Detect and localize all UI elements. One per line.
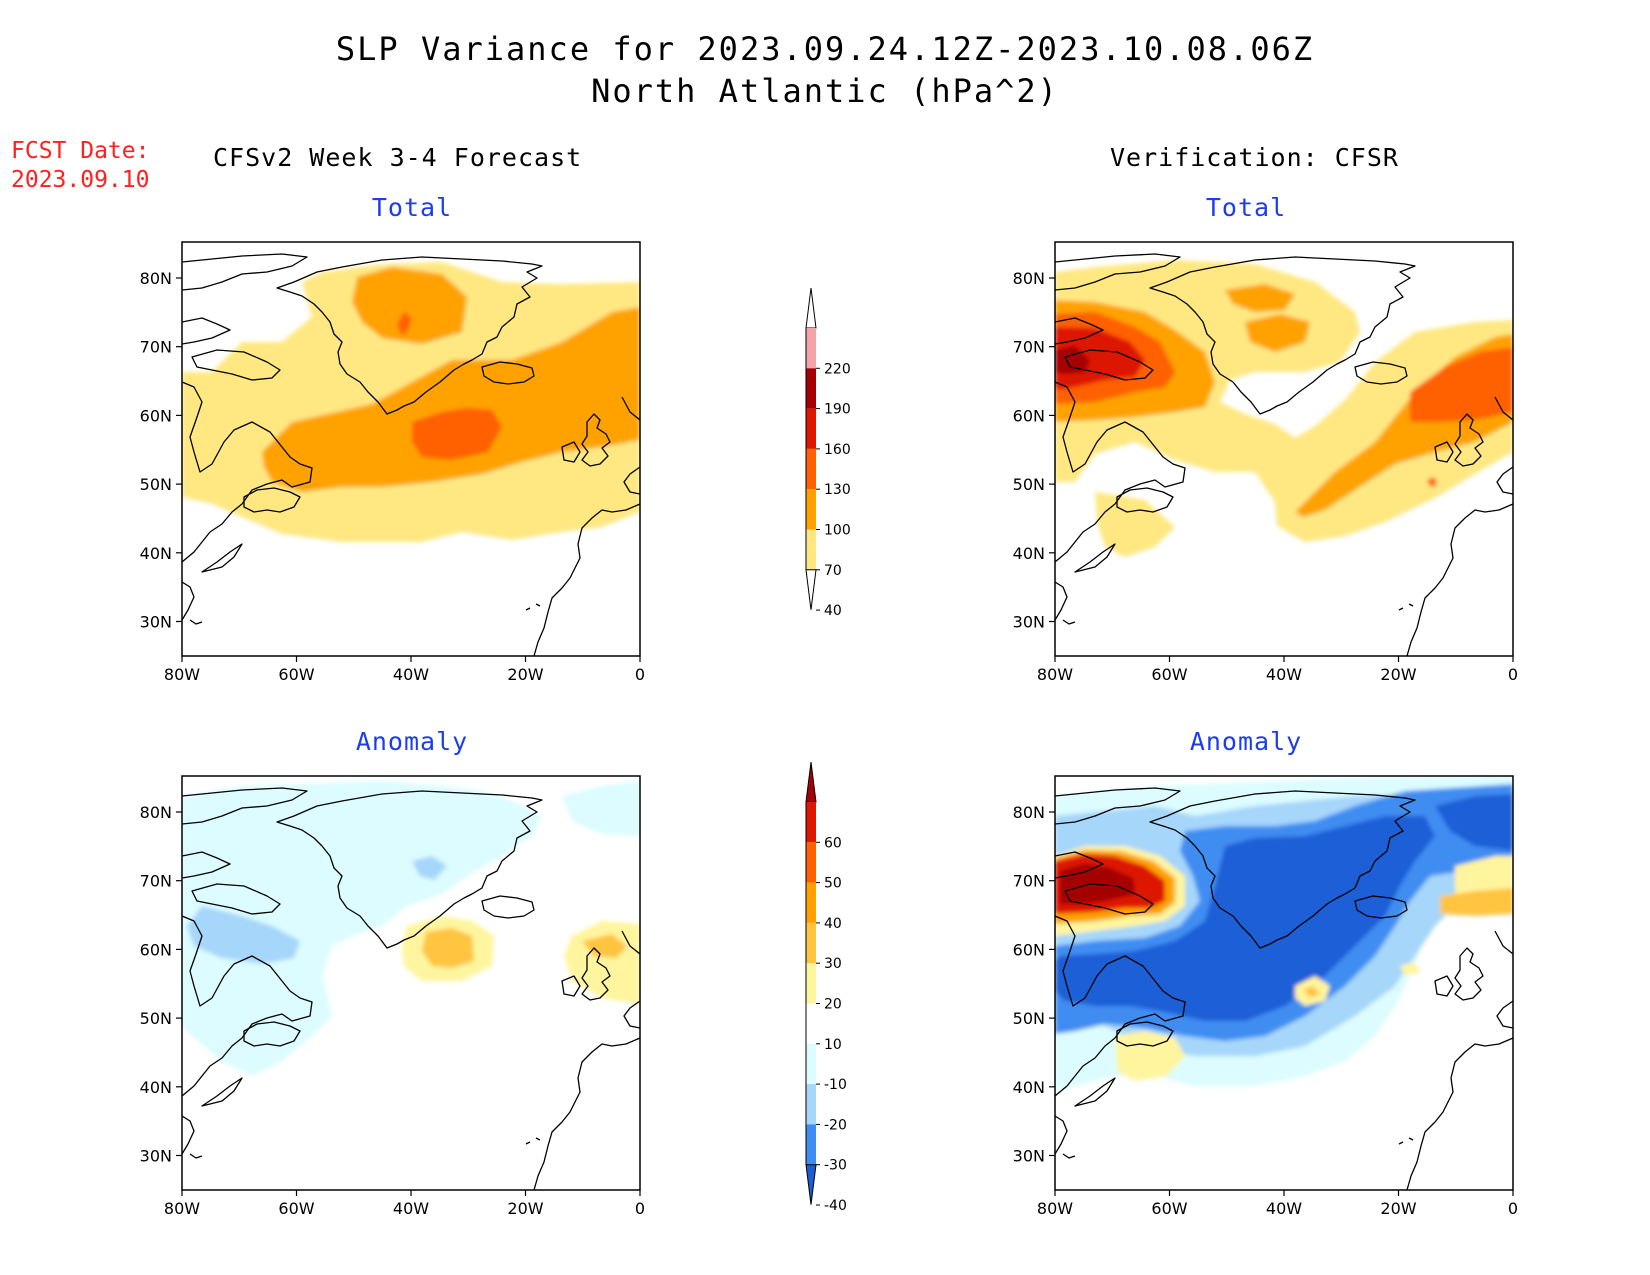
colorbar-label: 100: [824, 523, 851, 539]
chart-title-line1: SLP Variance for 2023.09.24.12Z-2023.10.…: [335, 30, 1315, 68]
lat-tick-label: 40N: [140, 544, 172, 563]
colorbar-segment: [806, 368, 816, 409]
axes-layer: 80W 60W 40W 20W 0 80N 70N 60N 50N 40N 30N 80W 60W 40W…: [140, 269, 1518, 1218]
verification-column-title: Verification: CFSR: [1110, 143, 1399, 172]
lat-tick-label: 80N: [140, 803, 172, 822]
lat-tick-label: 60N: [140, 406, 172, 425]
colorbar-label: 20: [824, 997, 842, 1013]
colorbar-label: 70: [824, 563, 842, 579]
colorbar-label: 190: [824, 402, 851, 418]
lat-tick-label: 50N: [1013, 1009, 1045, 1028]
lat-tick-label: 80N: [140, 269, 172, 288]
lon-tick-label: 40W: [393, 665, 429, 684]
verification-total-subtitle: Total: [1205, 193, 1287, 222]
lat-tick-label: 40N: [1013, 544, 1045, 563]
colorbar-label: 60: [824, 835, 842, 851]
lat-tick-label: 30N: [1013, 1147, 1045, 1166]
lon-tick-label: 0: [635, 1199, 645, 1218]
lon-tick-label: 80W: [164, 1199, 200, 1218]
chart-title-line2: North Atlantic (hPa^2): [591, 72, 1059, 110]
lat-tick-label: 60N: [1013, 940, 1045, 959]
colorbar-label: -30: [824, 1158, 847, 1174]
verification-anomaly-map: [1054, 775, 1514, 1191]
colorbar-segment: [806, 842, 816, 883]
lat-tick-label: 70N: [140, 338, 172, 357]
lon-tick-label: 60W: [1151, 1199, 1187, 1218]
lat-tick-label: 50N: [1013, 475, 1045, 494]
colorbar-segment: [806, 328, 816, 369]
colorbar-segment: [806, 1124, 816, 1165]
colorbar-label: -10: [824, 1077, 847, 1093]
lat-tick-label: 50N: [140, 1009, 172, 1028]
lat-tick-label: 60N: [1013, 406, 1045, 425]
lat-tick-label: 70N: [1013, 338, 1045, 357]
lon-tick-label: 80W: [1037, 665, 1073, 684]
lon-tick-label: 60W: [1151, 665, 1187, 684]
colorbar-label: -40: [824, 1198, 847, 1214]
colorbar-top-arrow: [805, 761, 817, 803]
lat-tick-label: 30N: [140, 1147, 172, 1166]
lon-tick-label: 40W: [1266, 1199, 1302, 1218]
forecast-total-map: [181, 241, 641, 657]
colorbar-bottom-arrow: [805, 569, 817, 610]
colorbar-label: -20: [824, 1117, 847, 1133]
colorbar-segment: [806, 1003, 816, 1044]
fcst-date-label: FCST Date:: [11, 138, 150, 164]
colorbar-segment: [806, 1084, 816, 1125]
forecast-column-title: CFSv2 Week 3-4 Forecast: [213, 143, 583, 172]
total-colorbar: 220 190 160 130 100 70 40: [805, 287, 851, 619]
lon-tick-label: 0: [1508, 1199, 1518, 1218]
lat-tick-label: 30N: [140, 613, 172, 632]
fcst-date-block: FCST Date: 2023.09.10: [11, 137, 149, 195]
lat-tick-label: 40N: [140, 1078, 172, 1097]
colorbar-label: 160: [824, 442, 851, 458]
colorbar-label: 40: [824, 603, 842, 619]
lon-tick-label: 0: [635, 665, 645, 684]
lat-tick-label: 70N: [140, 872, 172, 891]
colorbar-segment: [806, 882, 816, 923]
colorbar-label: 50: [824, 876, 842, 892]
colorbar-label: 10: [824, 1037, 842, 1053]
forecast-anomaly-subtitle: Anomaly: [355, 727, 469, 756]
lat-tick-label: 60N: [140, 940, 172, 959]
verification-total-map: [1054, 241, 1514, 657]
colorbar-label: 130: [824, 482, 851, 498]
forecast-anomaly-map: [181, 775, 641, 1191]
lon-tick-label: 80W: [1037, 1199, 1073, 1218]
colorbar-segment: [806, 489, 816, 530]
lon-tick-label: 60W: [278, 1199, 314, 1218]
lon-tick-label: 40W: [1266, 665, 1302, 684]
lat-tick-label: 50N: [140, 475, 172, 494]
lon-tick-label: 80W: [164, 665, 200, 684]
colorbar-segment: [806, 963, 816, 1004]
forecast-total-subtitle: Total: [371, 193, 453, 222]
lat-tick-label: 80N: [1013, 269, 1045, 288]
colorbar-segment: [806, 448, 816, 490]
lon-tick-label: 40W: [393, 1199, 429, 1218]
colorbar-segment: [806, 922, 816, 964]
fcst-date-value: 2023.09.10: [11, 167, 150, 193]
verification-anomaly-subtitle: Anomaly: [1189, 727, 1303, 756]
lon-tick-label: 20W: [507, 665, 543, 684]
colorbar-segment: [806, 529, 816, 570]
colorbar-label: 220: [824, 361, 851, 377]
colorbar-segment: [806, 408, 816, 449]
lat-tick-label: 30N: [1013, 613, 1045, 632]
lon-tick-label: 60W: [278, 665, 314, 684]
colorbar-label: 40: [824, 916, 842, 932]
lat-tick-label: 70N: [1013, 872, 1045, 891]
lat-tick-label: 40N: [1013, 1078, 1045, 1097]
anomaly-colorbar: 60 50 40 30 20 10 -10 -20 -30 -40: [805, 761, 847, 1214]
lon-tick-label: 20W: [1380, 1199, 1416, 1218]
colorbar-segment: [806, 802, 816, 843]
lon-tick-label: 0: [1508, 665, 1518, 684]
lon-tick-label: 20W: [507, 1199, 543, 1218]
colorbar-bottom-arrow: [805, 1164, 817, 1205]
colorbar-label: 30: [824, 956, 842, 972]
colorbar-segment: [806, 1043, 816, 1085]
lat-tick-label: 80N: [1013, 803, 1045, 822]
colorbar-top-arrow: [805, 287, 817, 329]
lon-tick-label: 20W: [1380, 665, 1416, 684]
